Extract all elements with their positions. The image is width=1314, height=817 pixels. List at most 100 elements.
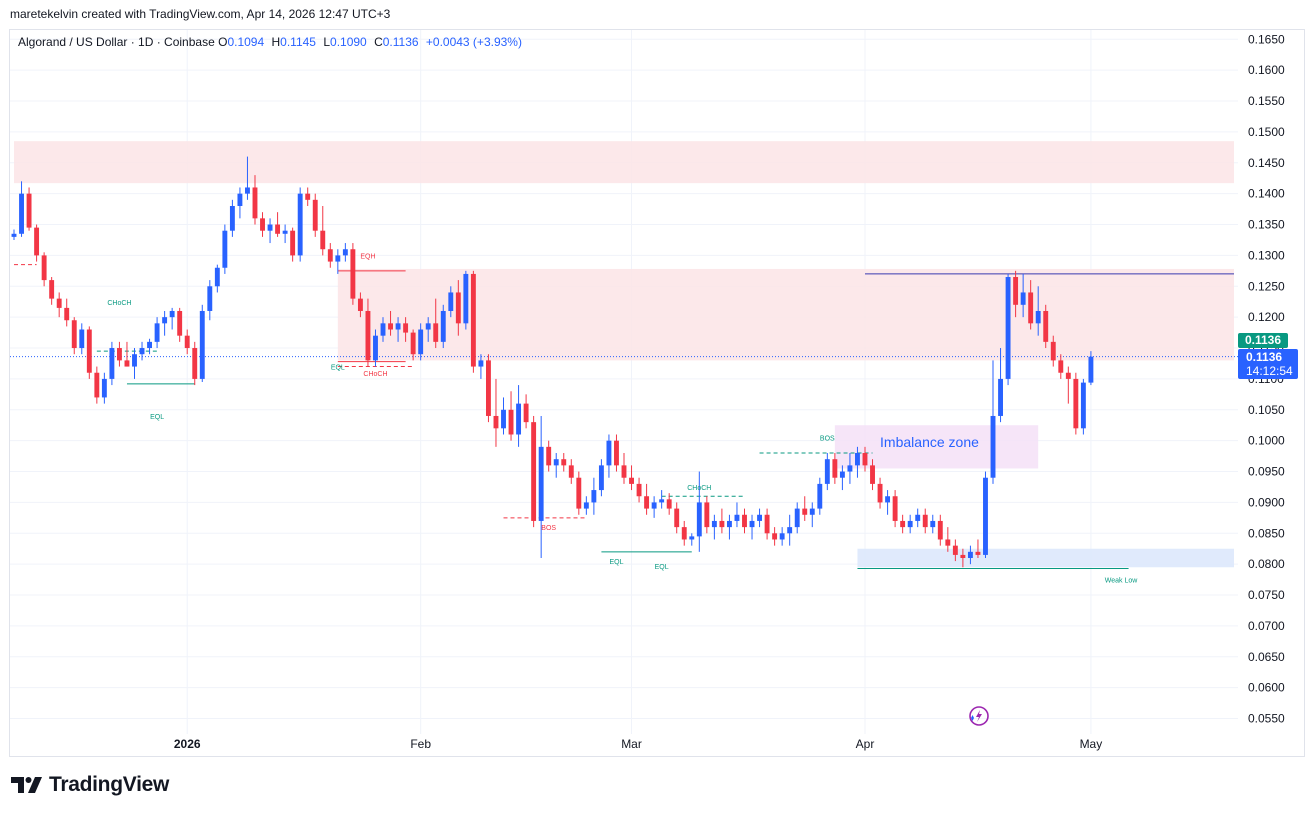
candle-body xyxy=(508,409,514,435)
candle-body xyxy=(229,206,235,231)
candle-body xyxy=(937,520,943,540)
candle-body xyxy=(726,520,732,528)
time-axis-label: Mar xyxy=(621,737,642,751)
time-axis-label: 2026 xyxy=(174,737,201,751)
candle-body xyxy=(245,187,250,194)
replay-icon[interactable] xyxy=(966,704,990,728)
candle-body xyxy=(1013,277,1019,305)
price-axis-label: 0.0600 xyxy=(1248,681,1285,695)
candle-body xyxy=(779,533,785,540)
candle-body xyxy=(501,409,506,429)
tradingview-brand[interactable]: TradingView xyxy=(11,773,169,797)
candle-body xyxy=(290,230,296,256)
candle-body xyxy=(297,193,303,256)
candle-body xyxy=(674,508,680,528)
smc-annotation-label: BOS xyxy=(820,436,835,443)
candle-body xyxy=(990,415,996,478)
candle-body xyxy=(380,323,386,336)
candle-body xyxy=(922,514,928,528)
tradingview-logo-icon xyxy=(11,777,42,793)
candle-body xyxy=(425,323,431,330)
countdown-timer: 14:12:54 xyxy=(1246,364,1293,378)
candle-body xyxy=(19,193,24,234)
candle-body xyxy=(546,446,552,466)
price-axis-label: 0.0550 xyxy=(1248,712,1285,726)
candle-body xyxy=(757,514,763,521)
candle-body xyxy=(862,453,868,466)
candle-body xyxy=(839,471,845,478)
smc-annotation-label: CHoCH xyxy=(107,300,131,307)
smc-annotation-label: EQL xyxy=(150,414,164,421)
candle-body xyxy=(335,255,341,262)
price-axis-label: 0.0900 xyxy=(1248,495,1285,509)
candle-body xyxy=(282,230,288,234)
candle-body xyxy=(410,332,416,355)
candle-body xyxy=(418,329,424,355)
candle-body xyxy=(945,539,951,546)
candle-body xyxy=(455,292,461,324)
candle-body xyxy=(320,230,326,250)
candle-body xyxy=(373,335,378,361)
price-axis-label: 0.1300 xyxy=(1248,248,1285,262)
candle-body xyxy=(440,310,446,342)
candle-body xyxy=(139,348,145,355)
candle-body xyxy=(109,348,115,379)
candle-body xyxy=(184,335,190,349)
candle-body xyxy=(907,520,913,528)
candle-body xyxy=(1058,360,1064,373)
candle-body xyxy=(734,514,740,521)
candle-body xyxy=(952,545,958,555)
candle-body xyxy=(629,477,634,484)
symbol-name[interactable]: Algorand / US Dollar · 1D · Coinbase xyxy=(18,35,215,49)
candle-body xyxy=(870,465,875,484)
candle-body xyxy=(885,496,891,503)
price-axis-label: 0.1400 xyxy=(1248,187,1285,201)
smc-annotation-label: BOS xyxy=(541,525,556,532)
candle-body xyxy=(237,193,243,206)
supply-zone-upper xyxy=(14,141,1234,184)
price-axis-label: 0.0850 xyxy=(1248,526,1285,540)
candle-body xyxy=(350,249,356,299)
candle-body xyxy=(192,348,198,379)
candle-body xyxy=(357,298,363,311)
candle-body xyxy=(576,477,582,509)
candle-body xyxy=(516,403,522,435)
candle-body xyxy=(802,508,808,515)
candle-body xyxy=(696,502,702,537)
candle-body xyxy=(531,422,537,521)
candle-body xyxy=(659,499,665,503)
candle-body xyxy=(824,459,830,484)
time-axis-label: May xyxy=(1080,737,1103,751)
candle-body xyxy=(681,527,687,540)
candle-body xyxy=(598,465,604,491)
candle-body xyxy=(448,292,454,311)
candle-body xyxy=(403,323,409,333)
demand-zone xyxy=(857,548,1234,568)
high-label: H xyxy=(271,35,281,49)
smc-annotation-label: EQL xyxy=(331,365,345,372)
tradingview-wordmark: TradingView xyxy=(49,773,170,796)
price-axis-label: 0.0800 xyxy=(1248,557,1285,571)
candle-body xyxy=(561,459,567,466)
candle-body xyxy=(930,520,936,528)
candle-body xyxy=(388,323,393,330)
last-price-value: 0.1136 xyxy=(1244,333,1282,347)
candle-body xyxy=(116,348,122,361)
candle-body xyxy=(101,378,107,398)
candle-body xyxy=(809,508,815,515)
candle-body xyxy=(395,323,401,330)
candle-body xyxy=(1035,310,1041,324)
candle-body xyxy=(621,465,627,478)
mark-price-value: 0.1136 xyxy=(1246,350,1283,364)
candle-body xyxy=(207,286,213,311)
smc-annotation-label: Imbalance zone xyxy=(880,434,979,450)
candle-body xyxy=(433,323,439,342)
candle-body xyxy=(1065,372,1071,379)
candle-body xyxy=(327,249,333,262)
candle-body xyxy=(1088,356,1094,383)
candle-body xyxy=(177,310,183,336)
price-axis-label: 0.1200 xyxy=(1248,310,1285,324)
price-axis-label: 0.0950 xyxy=(1248,465,1285,479)
candle-body xyxy=(606,440,612,466)
